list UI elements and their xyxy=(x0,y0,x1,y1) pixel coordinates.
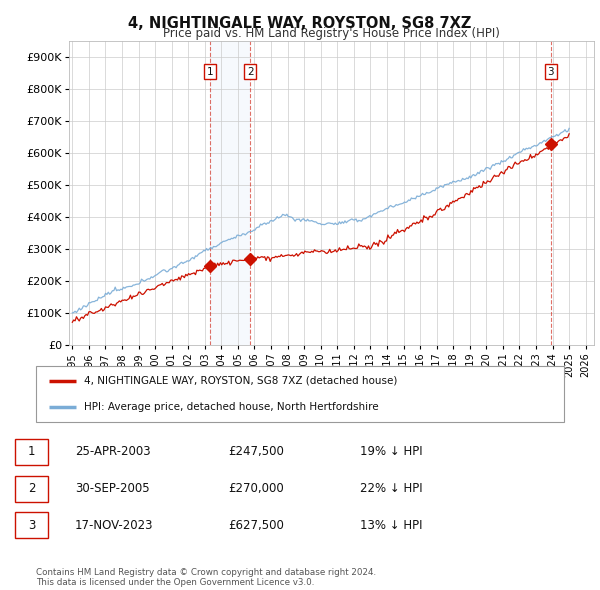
Text: 3: 3 xyxy=(28,519,35,532)
FancyBboxPatch shape xyxy=(36,366,564,422)
Text: £627,500: £627,500 xyxy=(228,519,284,532)
Text: 17-NOV-2023: 17-NOV-2023 xyxy=(75,519,154,532)
Text: 22% ↓ HPI: 22% ↓ HPI xyxy=(360,482,422,495)
Text: 3: 3 xyxy=(547,67,554,77)
Text: 25-APR-2003: 25-APR-2003 xyxy=(75,445,151,458)
Text: 19% ↓ HPI: 19% ↓ HPI xyxy=(360,445,422,458)
Text: HPI: Average price, detached house, North Hertfordshire: HPI: Average price, detached house, Nort… xyxy=(83,402,378,412)
Text: 2: 2 xyxy=(247,67,254,77)
Text: £270,000: £270,000 xyxy=(228,482,284,495)
Text: 2: 2 xyxy=(28,482,35,495)
Text: £247,500: £247,500 xyxy=(228,445,284,458)
Bar xyxy=(210,41,250,345)
Text: 4, NIGHTINGALE WAY, ROYSTON, SG8 7XZ (detached house): 4, NIGHTINGALE WAY, ROYSTON, SG8 7XZ (de… xyxy=(83,376,397,386)
Title: Price paid vs. HM Land Registry's House Price Index (HPI): Price paid vs. HM Land Registry's House … xyxy=(163,27,500,40)
Text: 13% ↓ HPI: 13% ↓ HPI xyxy=(360,519,422,532)
Text: 1: 1 xyxy=(207,67,214,77)
Text: 1: 1 xyxy=(28,445,35,458)
Text: Contains HM Land Registry data © Crown copyright and database right 2024.
This d: Contains HM Land Registry data © Crown c… xyxy=(36,568,376,587)
Text: 4, NIGHTINGALE WAY, ROYSTON, SG8 7XZ: 4, NIGHTINGALE WAY, ROYSTON, SG8 7XZ xyxy=(128,16,472,31)
Text: 30-SEP-2005: 30-SEP-2005 xyxy=(75,482,149,495)
